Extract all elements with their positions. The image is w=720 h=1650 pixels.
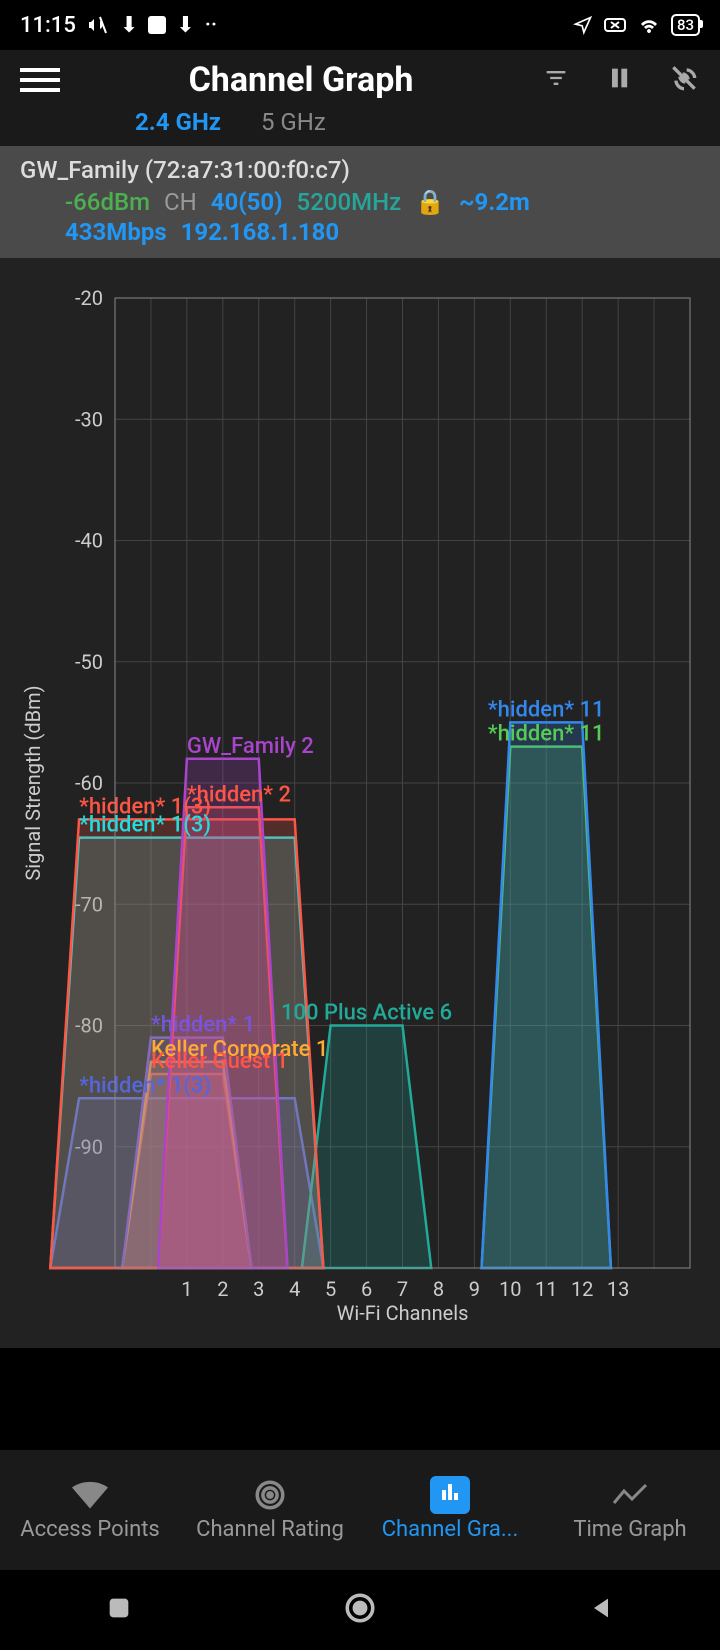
svg-text:-20: -20 xyxy=(75,286,103,310)
tab-5ghz[interactable]: 5 GHz xyxy=(261,108,326,136)
svg-text:-60: -60 xyxy=(75,771,103,795)
recents-button[interactable] xyxy=(105,1594,133,1626)
svg-text:1: 1 xyxy=(181,1277,192,1301)
channel-label: CH xyxy=(164,188,197,216)
filter-button[interactable] xyxy=(542,64,570,96)
channel-value: 40(50) xyxy=(211,188,283,216)
status-bar: 11:15 ⬇ ⬇ ·· 83 xyxy=(0,0,720,50)
svg-text:11: 11 xyxy=(535,1277,557,1301)
svg-text:Signal Strength (dBm): Signal Strength (dBm) xyxy=(21,685,45,880)
link-speed: 433Mbps xyxy=(65,218,167,246)
svg-text:4: 4 xyxy=(289,1277,300,1301)
app-title: Channel Graph xyxy=(60,60,542,100)
svg-text:-40: -40 xyxy=(75,529,103,553)
line-chart-icon xyxy=(612,1479,648,1511)
nav-time-graph[interactable]: Time Graph xyxy=(540,1450,720,1570)
svg-text:Keller Guest 1: Keller Guest 1 xyxy=(151,1049,288,1074)
svg-text:6: 6 xyxy=(361,1277,372,1301)
svg-text:-30: -30 xyxy=(75,407,103,431)
lock-icon: 🔒 xyxy=(415,188,445,216)
bottom-navigation: Access Points Channel Rating Channel Gra… xyxy=(0,1450,720,1570)
svg-text:2: 2 xyxy=(217,1277,228,1301)
system-navigation xyxy=(0,1570,720,1650)
svg-text:9: 9 xyxy=(469,1277,480,1301)
svg-text:*hidden* 11: *hidden* 11 xyxy=(488,722,605,747)
connection-info-panel[interactable]: GW_Family (72:a7:31:00:f0:c7) -66dBm CH … xyxy=(0,146,720,258)
svg-text:-50: -50 xyxy=(75,650,103,674)
status-time: 11:15 xyxy=(20,13,76,38)
nav-channel-rating[interactable]: Channel Rating xyxy=(180,1450,360,1570)
data-off-icon xyxy=(603,15,627,35)
download-icon: ⬇ xyxy=(120,13,138,38)
nav-channel-graph[interactable]: Channel Gra... xyxy=(360,1450,540,1570)
pause-button[interactable] xyxy=(605,64,633,96)
svg-text:8: 8 xyxy=(433,1277,444,1301)
menu-button[interactable] xyxy=(20,68,60,92)
signal-strength: -66dBm xyxy=(65,188,150,216)
svg-text:*hidden* 11: *hidden* 11 xyxy=(488,697,605,722)
distance: ~9.2m xyxy=(459,188,530,216)
svg-text:100 Plus Active 6: 100 Plus Active 6 xyxy=(281,1001,452,1026)
download-icon-2: ⬇ xyxy=(176,13,194,38)
svg-text:*hidden* 1(3): *hidden* 1(3) xyxy=(79,813,211,838)
svg-text:GW_Family 2: GW_Family 2 xyxy=(187,734,314,759)
wifi-fan-icon xyxy=(72,1479,108,1511)
mute-vibrate-icon xyxy=(86,13,110,37)
battery-icon: 83 xyxy=(671,14,700,36)
app-bar: Channel Graph 2.4 GHz 5 GHz xyxy=(0,50,720,146)
home-button[interactable] xyxy=(343,1591,377,1629)
bar-chart-icon xyxy=(430,1476,470,1514)
svg-text:*hidden* 1(3): *hidden* 1(3) xyxy=(79,1073,211,1098)
channel-graph-chart: -20-30-40-50-60-70-80-901234567891011121… xyxy=(0,258,720,1348)
svg-text:10: 10 xyxy=(499,1277,521,1301)
frequency: 5200MHz xyxy=(297,188,402,216)
location-icon xyxy=(573,15,593,35)
svg-text:7: 7 xyxy=(397,1277,408,1301)
svg-text:12: 12 xyxy=(571,1277,593,1301)
svg-text:3: 3 xyxy=(253,1277,264,1301)
more-icon: ·· xyxy=(205,13,217,38)
svg-text:5: 5 xyxy=(325,1277,336,1301)
svg-text:13: 13 xyxy=(607,1277,629,1301)
svg-text:Wi-Fi Channels: Wi-Fi Channels xyxy=(337,1301,469,1325)
signal-icon[interactable] xyxy=(668,62,700,98)
back-button[interactable] xyxy=(587,1594,615,1626)
tab-24ghz[interactable]: 2.4 GHz xyxy=(135,108,221,136)
square-icon xyxy=(148,16,166,34)
ssid-mac: GW_Family (72:a7:31:00:f0:c7) xyxy=(20,156,700,184)
wifi-icon xyxy=(637,15,661,35)
nav-access-points[interactable]: Access Points xyxy=(0,1450,180,1570)
ip-address: 192.168.1.180 xyxy=(181,218,340,246)
target-icon xyxy=(253,1479,287,1511)
svg-text:*hidden* 1: *hidden* 1 xyxy=(151,1013,255,1038)
